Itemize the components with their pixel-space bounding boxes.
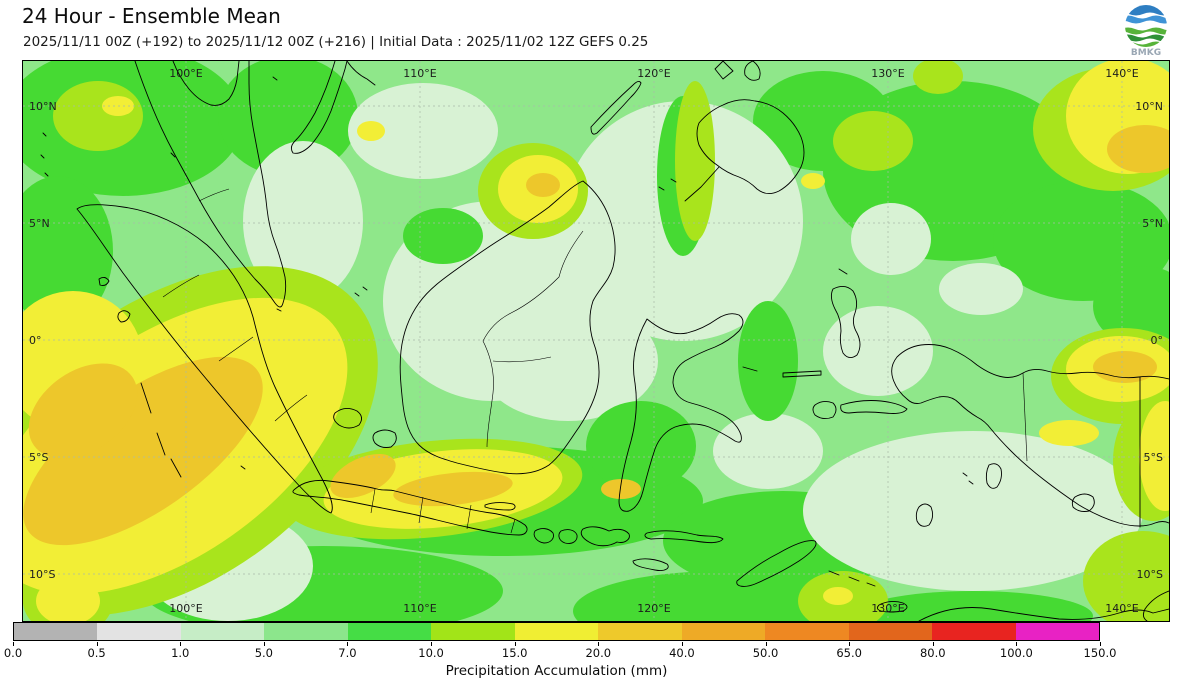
lon-label-top: 120°E	[637, 67, 670, 80]
page-title: 24 Hour - Ensemble Mean	[22, 4, 281, 28]
colorbar-tick-label: 40.0	[669, 646, 695, 660]
lon-label-top: 130°E	[871, 67, 904, 80]
colorbar-tick-label: 1.0	[171, 646, 190, 660]
lat-label-right: 10°S	[1137, 568, 1163, 581]
colorbar-tick	[598, 642, 600, 646]
lat-label-left: 10°S	[29, 568, 55, 581]
colorbar-segment	[848, 623, 933, 640]
bmkg-logo-globe	[1125, 5, 1167, 47]
colorbar-tick	[347, 642, 349, 646]
colorbar-tick	[13, 642, 14, 646]
colorbar-tick-label: 10.0	[418, 646, 444, 660]
colorbar-segment	[514, 623, 599, 640]
colorbar-tick-label: 0.5	[87, 646, 106, 660]
precipitation-map: 100°E 100°E 110°E 110°E 120°E 120°E 130°E 130°E…	[23, 61, 1169, 621]
colorbar-segment	[264, 623, 348, 640]
colorbar-segment	[180, 623, 265, 640]
colorbar-title: Precipitation Accumulation (mm)	[445, 663, 668, 679]
lat-label-right: 5°S	[1144, 451, 1163, 464]
colorbar-tick	[1016, 642, 1018, 646]
lon-label-bottom: 110°E	[403, 602, 436, 615]
graticule	[23, 61, 1169, 621]
lat-label-right: 5°N	[1142, 217, 1163, 230]
colorbar-segment	[431, 623, 515, 640]
colorbar-segment	[598, 623, 682, 640]
colorbar-tick-label: 150.0	[1083, 646, 1117, 660]
colorbar-tick-label: 15.0	[501, 646, 528, 660]
colorbar-tick	[932, 642, 934, 646]
colorbar-tick-label: 20.0	[585, 646, 612, 660]
colorbar-segment	[932, 623, 1016, 640]
colorbar-tick-label: 100.0	[999, 646, 1033, 660]
precipitation-layer	[23, 61, 1169, 621]
lat-label-left: 5°N	[29, 217, 50, 230]
colorbar-tick	[514, 642, 516, 646]
lon-label-top: 140°E	[1105, 67, 1138, 80]
colorbar-segment	[14, 623, 98, 640]
colorbar-tick-label: 50.0	[752, 646, 779, 660]
colorbar-tick-label: 5.0	[254, 646, 273, 660]
lat-label-left: 0°	[29, 334, 42, 347]
lon-label-bottom: 130°E	[871, 602, 904, 615]
lat-label-right: 10°N	[1135, 100, 1163, 113]
lon-label-bottom: 120°E	[637, 602, 670, 615]
lat-label-right: 0°	[1151, 334, 1164, 347]
colorbar-segment	[97, 623, 181, 640]
colorbar	[13, 622, 1100, 641]
colorbar-tick-label: 65.0	[836, 646, 862, 660]
colorbar-tick	[263, 642, 265, 646]
colorbar-tick	[431, 642, 433, 646]
map-frame: 100°E 100°E 110°E 110°E 120°E 120°E 130°E 130°E…	[22, 60, 1170, 622]
colorbar-segment	[347, 623, 432, 640]
colorbar-segment	[765, 623, 849, 640]
colorbar-segment	[681, 623, 766, 640]
colorbar-tick-label: 80.0	[919, 646, 946, 660]
colorbar-tick	[96, 642, 98, 646]
colorbar-segment	[1015, 623, 1100, 640]
lon-label-bottom: 140°E	[1105, 602, 1138, 615]
colorbar-tick-label: 7.0	[338, 646, 357, 660]
lat-label-left: 10°N	[29, 100, 57, 113]
colorbar-tick	[765, 642, 767, 646]
colorbar-tick-label: 0.0	[3, 646, 23, 660]
grid-labels: 100°E 100°E 110°E 110°E 120°E 120°E 130°E 130°E…	[29, 67, 1163, 615]
admin-borders	[162, 188, 1028, 534]
lon-label-top: 100°E	[169, 67, 202, 80]
colorbar-tick	[681, 642, 683, 646]
colorbar-tick	[1100, 642, 1101, 646]
colorbar-tick	[849, 642, 851, 646]
colorbar-tick	[180, 642, 182, 646]
bmkg-logo: BMKG	[1125, 5, 1167, 58]
lon-label-bottom: 100°E	[169, 602, 202, 615]
lon-label-top: 110°E	[403, 67, 436, 80]
lat-label-left: 5°S	[29, 451, 48, 464]
bmkg-logo-text: BMKG	[1131, 48, 1161, 58]
page-subtitle: 2025/11/11 00Z (+192) to 2025/11/12 00Z …	[23, 34, 649, 50]
coastlines	[40, 61, 1169, 621]
